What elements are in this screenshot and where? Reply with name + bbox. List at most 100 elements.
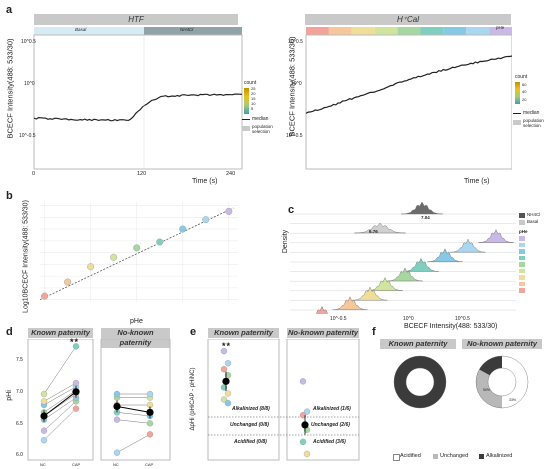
panel-letter-b: b [6,190,13,202]
a-left-xtick-0: 0 [32,171,36,177]
d-point [72,379,80,387]
d-known-strip: Known paternity [28,328,93,338]
b-point [156,238,164,246]
d-unknown-cap: CAP [145,462,154,467]
ph-step-bar [466,27,490,35]
f-known-strip: Known paternity [380,339,456,349]
d-pair-line [116,412,151,417]
a-left-legend-title: count [244,80,257,86]
d-point [113,416,121,423]
panel-letter-f: f [372,326,376,338]
f-donut-outline [475,355,529,409]
a-right-title-strip: H⁺Cal [305,14,511,25]
e-point [303,408,311,415]
e-point [220,384,228,391]
c-pht-basal: 6.76 [369,229,378,234]
d-unknown-nc: NC [113,462,119,467]
a-right-median-label: median [523,110,540,116]
f-legend-alk: Alkalinized [486,453,513,459]
a-left-plot [33,27,243,170]
d-mean-point [113,402,121,411]
d-pair-line [43,401,77,431]
b-point [41,292,49,300]
e-unknown-unc: Unchanged (2/6) [311,422,350,428]
d-pair-line [116,434,151,453]
a-left-ytick-2: 10^0 [24,81,35,87]
f-donut-slice [479,356,503,376]
e-unknown-strip: No-known paternity [287,328,359,338]
f-donut-outline [487,367,517,397]
c-ridge-ph [315,305,329,314]
e-unknown-alk: Alkalinized (1/6) [313,406,351,412]
a-left-legend-v2: 20 [251,91,256,96]
c-ridge-basal [354,222,406,234]
d-point [72,343,80,350]
d-known-nc: NC [40,462,46,467]
d-point [40,390,48,398]
d-known-cap: CAP [72,462,81,467]
b-point [202,216,210,224]
b-fit-line [39,207,234,300]
a-left-xtick-240: 240 [226,171,236,177]
d-point [72,405,80,412]
d-point [40,398,48,405]
c-legend-swatch [519,268,525,273]
c-legend-title: pHe [519,229,528,234]
e-point [299,378,307,385]
a-left-title-strip: HTF [34,14,238,25]
d-mean-line [116,405,151,413]
d-ytick-3: 6.5 [16,421,23,427]
f-legend-acid-swatch [393,454,400,461]
a-right-ytick-3: 10^-0.5 [286,133,303,139]
c-ridge-ph [332,296,368,310]
panel-letter-a: a [6,4,13,16]
d-pair-line [43,390,77,413]
a-right-ytick-2: 10^0 [291,81,302,87]
a-right-legend-v3: 20 [522,97,527,102]
f-donut-outline [405,367,435,397]
a-right-ph-label: pHe [496,25,505,30]
c-legend-swatch [519,236,525,241]
c-legend-swatch [519,255,525,260]
a-right-selection-label: population selection [523,118,544,128]
b-point [110,253,118,261]
a-right-legend-title: count [515,74,528,80]
d-ytick-1: 7.5 [16,357,23,363]
e-known-strip: Known paternity [208,328,279,338]
ph-step-bar [306,27,329,35]
b-point [179,225,187,233]
f-legend-alk-swatch [479,454,484,459]
a-left-median-key [242,119,250,120]
d-pair-line [43,408,77,441]
e-point [220,347,228,355]
a-right-xlabel: Time (s) [464,178,490,185]
e-stars: ** [222,341,232,351]
a-left-phase-basal: Basal [75,27,87,32]
e-mean-point [301,421,309,429]
d-ytick-4: 6.0 [16,452,23,458]
f-legend-unc-swatch [433,454,438,459]
b-point [87,263,95,271]
e-ylabel: ΔpHi (pHiCAP - pHiNC) [190,367,196,431]
ph-step-bar [374,27,398,35]
panel-letter-c: c [288,204,295,216]
ph-step-bar [420,27,444,35]
f-unknown-strip: No-known paternity [462,339,542,349]
f-unknown-pct-2: 33% [509,398,517,402]
c-legend-swatch [519,275,525,280]
c-legend-basal: Basal [527,219,539,224]
panel-letter-d: d [6,326,13,338]
d-pair-line [43,386,77,406]
f-legend-acid: Acidified [400,453,421,459]
d-mean-line [43,391,77,417]
f-donut-outline [393,355,447,409]
c-legend-nh4: NH4Cl [527,212,541,217]
e-point [224,399,232,407]
d-point [146,390,154,398]
c-ridge-ph [367,277,403,291]
d-ylabel: pHi [5,390,13,401]
c-ridge-ph [352,286,388,301]
f-known-pct: 100% [418,379,427,383]
b-ylabel: Log10BCECF Intensity(488: 533/30) [22,200,30,313]
c-plot [290,201,516,314]
